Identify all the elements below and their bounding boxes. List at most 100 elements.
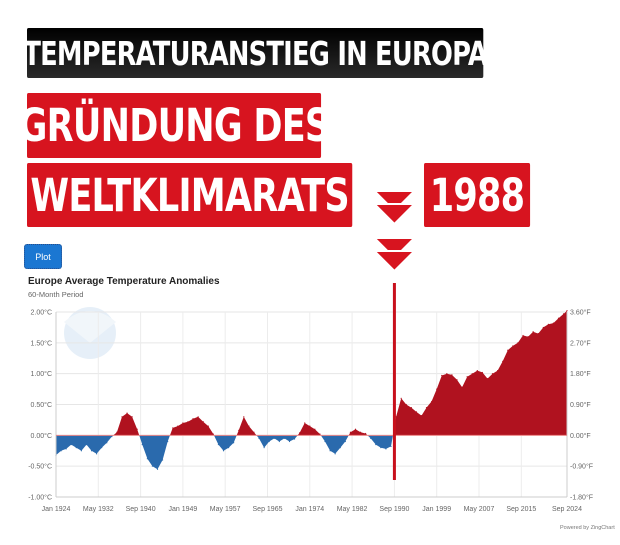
data-point xyxy=(431,400,433,403)
x-tick-label: Jan 1999 xyxy=(422,506,451,513)
data-point xyxy=(233,442,235,444)
data-point xyxy=(182,422,184,424)
data-point xyxy=(385,448,387,450)
data-point xyxy=(156,468,159,470)
data-point xyxy=(126,412,128,414)
x-tick-label: May 1957 xyxy=(210,506,241,513)
headline-banner: TEMPERATURANSTIEG IN EUROPA xyxy=(23,28,488,78)
data-point xyxy=(299,432,301,434)
data-point xyxy=(243,416,245,418)
data-point xyxy=(410,406,412,409)
y-tick-label-left: 1.00°C xyxy=(31,370,52,378)
data-point xyxy=(512,345,514,347)
data-point xyxy=(258,437,260,440)
plot-button[interactable]: Plot xyxy=(24,244,62,269)
data-point xyxy=(466,376,468,378)
data-point xyxy=(380,447,382,449)
data-point xyxy=(263,447,265,449)
data-point xyxy=(131,416,133,418)
data-point xyxy=(217,443,220,446)
y-tick-label-right: 0.00°F xyxy=(570,432,591,440)
data-point xyxy=(446,373,448,375)
y-tick-label-right: 3.60°F xyxy=(570,309,591,317)
data-point xyxy=(202,421,204,423)
year-banner: 1988 xyxy=(424,163,531,227)
data-point xyxy=(288,440,291,443)
data-point xyxy=(359,431,362,433)
data-point xyxy=(65,448,67,450)
y-tick-label-right: 2.70°F xyxy=(570,339,591,347)
data-point xyxy=(70,443,72,446)
data-point xyxy=(405,403,407,406)
data-point xyxy=(319,433,321,435)
data-point xyxy=(522,334,524,337)
data-point xyxy=(471,373,473,375)
data-point xyxy=(354,428,357,430)
zingchart-credit: Powered by ZingChart xyxy=(560,525,615,531)
chevron-down-icon xyxy=(372,250,417,273)
data-point xyxy=(390,445,392,448)
data-point xyxy=(111,435,113,438)
chevron-down-icon xyxy=(372,190,417,213)
y-tick-label-left: -1.00°C xyxy=(28,494,52,502)
data-point xyxy=(425,406,428,409)
y-tick-label-right: 1.80°F xyxy=(570,370,591,378)
data-point xyxy=(283,437,286,440)
chart-subtitle: 60-Month Period xyxy=(28,290,84,299)
data-point xyxy=(85,443,88,446)
data-point xyxy=(197,416,199,418)
data-point xyxy=(507,349,509,351)
data-point xyxy=(532,331,534,333)
data-point xyxy=(60,450,62,452)
data-point xyxy=(502,360,504,362)
data-point xyxy=(90,450,93,452)
data-point xyxy=(436,388,438,390)
data-point xyxy=(238,429,240,431)
data-point xyxy=(527,336,529,338)
y-tick-label-left: 2.00°C xyxy=(31,309,52,317)
data-point xyxy=(151,465,154,467)
data-point xyxy=(365,432,367,435)
data-point xyxy=(314,428,316,430)
data-point xyxy=(537,332,539,335)
y-tick-label-right: -0.90°F xyxy=(570,463,593,471)
x-tick-label: May 2007 xyxy=(464,506,495,513)
data-point xyxy=(207,425,209,427)
axes: -1.00°C -1.80°F -0.50°C -0.90°F 0.00°C 0.00°F… xyxy=(28,309,593,514)
data-point xyxy=(562,313,565,315)
data-point xyxy=(400,397,402,399)
y-tick-label-right: -1.80°F xyxy=(570,494,593,502)
data-point xyxy=(542,326,544,329)
data-point xyxy=(456,379,458,381)
banner-line1: GRÜNDUNG DES xyxy=(19,93,330,158)
chevron-down-icon xyxy=(372,237,417,260)
data-point xyxy=(212,433,214,435)
data-point xyxy=(253,431,255,433)
y-tick-label-left: 0.00°C xyxy=(31,432,52,440)
data-point xyxy=(566,310,568,312)
data-point xyxy=(557,317,560,319)
data-point xyxy=(172,427,174,429)
data-point xyxy=(547,323,549,325)
data-point xyxy=(141,443,143,446)
data-point xyxy=(517,342,519,344)
data-point xyxy=(375,443,377,446)
positive-anomaly-area xyxy=(56,310,567,436)
data-point xyxy=(481,371,483,374)
x-tick-label: Jan 1949 xyxy=(168,506,197,513)
data-point xyxy=(309,425,311,427)
data-point xyxy=(116,431,118,433)
data-point xyxy=(101,447,103,449)
data-point xyxy=(248,425,250,427)
x-tick-label: Sep 2024 xyxy=(552,506,582,513)
data-point xyxy=(278,440,280,443)
data-point xyxy=(106,442,108,444)
data-point xyxy=(136,428,138,430)
data-point xyxy=(75,447,77,449)
data-point xyxy=(227,447,230,449)
x-tick-label: Sep 2015 xyxy=(506,506,536,513)
data-point xyxy=(339,447,341,449)
data-point xyxy=(222,450,225,452)
y-tick-label-right: 0.90°F xyxy=(570,401,591,409)
chevron-down-arrows-icon xyxy=(372,190,417,273)
